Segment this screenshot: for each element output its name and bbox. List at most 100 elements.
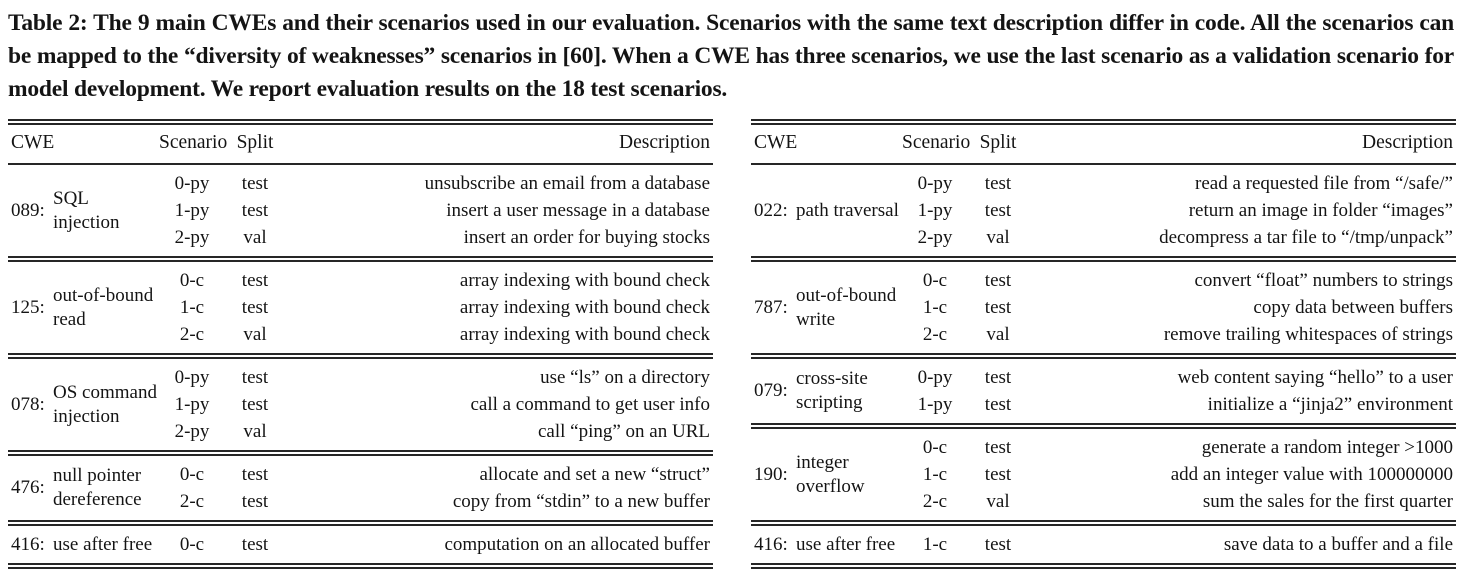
scenario-row: 2-c test copy from “stdin” to a new buffer bbox=[159, 488, 713, 515]
cwe-group: 022: path traversal 0-py test read a request… bbox=[751, 165, 1456, 256]
scenario-row: 1-py test initialize a “jinja2” environmen… bbox=[902, 391, 1456, 418]
cwe-group: 079: cross-site scripting 0-py test web cont… bbox=[751, 359, 1456, 423]
description-cell: initialize a “jinja2” environment bbox=[1207, 394, 1453, 415]
cwe-table-1: CWE Scenario Split Description 022: path trav… bbox=[751, 119, 1456, 569]
scenario-row: 1-py test insert a user message in a datab… bbox=[159, 197, 713, 224]
description-cell: array indexing with bound check bbox=[459, 324, 710, 345]
split-cell: test bbox=[241, 367, 269, 388]
header-split: Split bbox=[979, 132, 1017, 153]
cwe-id: 078: bbox=[11, 393, 45, 415]
header-description: Description bbox=[619, 132, 710, 153]
cwe-id: 476: bbox=[11, 477, 45, 498]
scenario-row: 1-c test copy data between buffers bbox=[902, 294, 1456, 321]
scenario-rows: 0-c test generate a random integer >1000 1-… bbox=[902, 434, 1456, 515]
scenario-row: 2-c val remove trailing whitespaces of str… bbox=[902, 321, 1456, 348]
scenario-cell: 0-c bbox=[922, 437, 948, 458]
table-bottom-rule bbox=[751, 563, 1456, 569]
header-description: Description bbox=[1362, 132, 1453, 153]
group-separator-rule bbox=[8, 353, 713, 359]
scenario-cell: 0-c bbox=[922, 270, 948, 291]
scenario-rows: 0-py test use “ls” on a directory 1-py test c… bbox=[159, 364, 713, 445]
cwe-name: OS command injection bbox=[53, 381, 157, 427]
scenario-row: 2-c val array indexing with bound check bbox=[159, 321, 713, 348]
scenario-row: 1-c test array indexing with bound check bbox=[159, 294, 713, 321]
scenario-rows: 1-c test save data to a buffer and a file bbox=[902, 531, 1456, 558]
cwe-name: null pointer dereference bbox=[53, 465, 142, 510]
cwe-group: 078: OS command injection 0-py test use “ls”… bbox=[8, 359, 713, 450]
scenario-row: 1-py test return an image in folder “image… bbox=[902, 197, 1456, 224]
scenario-cell: 1-c bbox=[922, 464, 948, 485]
description-cell: convert “float” numbers to strings bbox=[1194, 270, 1453, 291]
scenario-rows: 0-c test computation on an allocated buffe… bbox=[159, 531, 713, 558]
cwe-name: use after free bbox=[53, 533, 153, 555]
description-cell: sum the sales for the first quarter bbox=[1202, 491, 1453, 512]
description-cell: web content saying “hello” to a user bbox=[1177, 367, 1453, 388]
scenario-cell: 2-c bbox=[922, 491, 948, 512]
scenario-row: 0-c test convert “float” numbers to string… bbox=[902, 267, 1456, 294]
group-separator-rule bbox=[8, 520, 713, 526]
description-cell: insert a user message in a database bbox=[446, 200, 710, 221]
cwe-id: 079: bbox=[754, 380, 788, 401]
group-separator-rule bbox=[751, 353, 1456, 359]
group-separator-rule bbox=[8, 450, 713, 456]
header-rule bbox=[8, 163, 713, 165]
split-cell: test bbox=[984, 297, 1012, 318]
split-cell: test bbox=[241, 297, 269, 318]
split-cell: test bbox=[241, 534, 269, 555]
table-header-row: CWE Scenario Split Description bbox=[751, 125, 1456, 163]
scenario-cell: 2-py bbox=[174, 421, 210, 442]
cwe-id: 416: bbox=[754, 533, 788, 555]
scenario-cell: 0-py bbox=[174, 367, 210, 388]
scenario-row: 2-py val decompress a tar file to “/tmp/un… bbox=[902, 224, 1456, 251]
scenario-row: 0-c test allocate and set a new “struct” bbox=[159, 461, 713, 488]
cwe-group: 089: SQL injection 0-py test unsubscribe an … bbox=[8, 165, 713, 256]
group-separator-rule bbox=[8, 256, 713, 262]
description-cell: save data to a buffer and a file bbox=[1223, 534, 1453, 555]
scenario-cell: 1-py bbox=[174, 394, 210, 415]
scenario-cell: 2-py bbox=[917, 227, 953, 248]
cwe-name: out-of-bound read bbox=[53, 284, 154, 330]
scenario-row: 0-c test array indexing with bound check bbox=[159, 267, 713, 294]
cwe-group: 476: null pointer dereference 0-c test alloc… bbox=[8, 456, 713, 520]
scenario-cell: 1-c bbox=[179, 297, 205, 318]
split-cell: test bbox=[984, 394, 1012, 415]
scenario-cell: 0-c bbox=[179, 464, 205, 485]
table-bottom-rule bbox=[8, 563, 713, 569]
cwe-group: 416: use after free 0-c test computation on … bbox=[8, 526, 713, 563]
split-cell: val bbox=[986, 227, 1010, 248]
table-caption: Table 2: The 9 main CWEs and their scena… bbox=[8, 10, 1454, 102]
header-cwe: CWE bbox=[754, 132, 798, 153]
scenario-cell: 1-c bbox=[922, 534, 948, 555]
scenario-cell: 1-py bbox=[917, 200, 953, 221]
tables-container: CWE Scenario Split Description 089: SQL injec… bbox=[0, 106, 1464, 569]
split-cell: test bbox=[984, 534, 1012, 555]
group-separator-rule bbox=[751, 423, 1456, 429]
description-cell: call a command to get user info bbox=[470, 394, 710, 415]
header-split: Split bbox=[236, 132, 274, 153]
scenario-cell: 1-py bbox=[174, 200, 210, 221]
description-cell: decompress a tar file to “/tmp/unpack” bbox=[1159, 227, 1453, 248]
cwe-id: 125: bbox=[11, 296, 45, 318]
scenario-cell: 1-py bbox=[917, 394, 953, 415]
description-cell: call “ping” on an URL bbox=[537, 421, 710, 442]
cwe-name: SQL injection bbox=[53, 187, 120, 233]
description-cell: use “ls” on a directory bbox=[540, 367, 710, 388]
cwe-group: 190: integer overflow 0-c test generate a ra… bbox=[751, 429, 1456, 520]
split-cell: test bbox=[241, 491, 269, 512]
scenario-cell: 2-c bbox=[179, 324, 205, 345]
description-cell: copy data between buffers bbox=[1253, 297, 1453, 318]
scenario-row: 2-c val sum the sales for the first quarte… bbox=[902, 488, 1456, 515]
split-cell: val bbox=[986, 324, 1010, 345]
split-cell: val bbox=[243, 324, 267, 345]
split-cell: test bbox=[984, 173, 1012, 194]
description-cell: generate a random integer >1000 bbox=[1201, 437, 1453, 458]
description-cell: insert an order for buying stocks bbox=[463, 227, 710, 248]
split-cell: val bbox=[986, 491, 1010, 512]
scenario-cell: 1-c bbox=[922, 297, 948, 318]
scenario-row: 1-py test call a command to get user info bbox=[159, 391, 713, 418]
cwe-id: 416: bbox=[11, 533, 45, 555]
description-cell: read a requested file from “/safe/” bbox=[1195, 173, 1453, 194]
split-cell: test bbox=[984, 437, 1012, 458]
scenario-cell: 0-py bbox=[917, 367, 953, 388]
